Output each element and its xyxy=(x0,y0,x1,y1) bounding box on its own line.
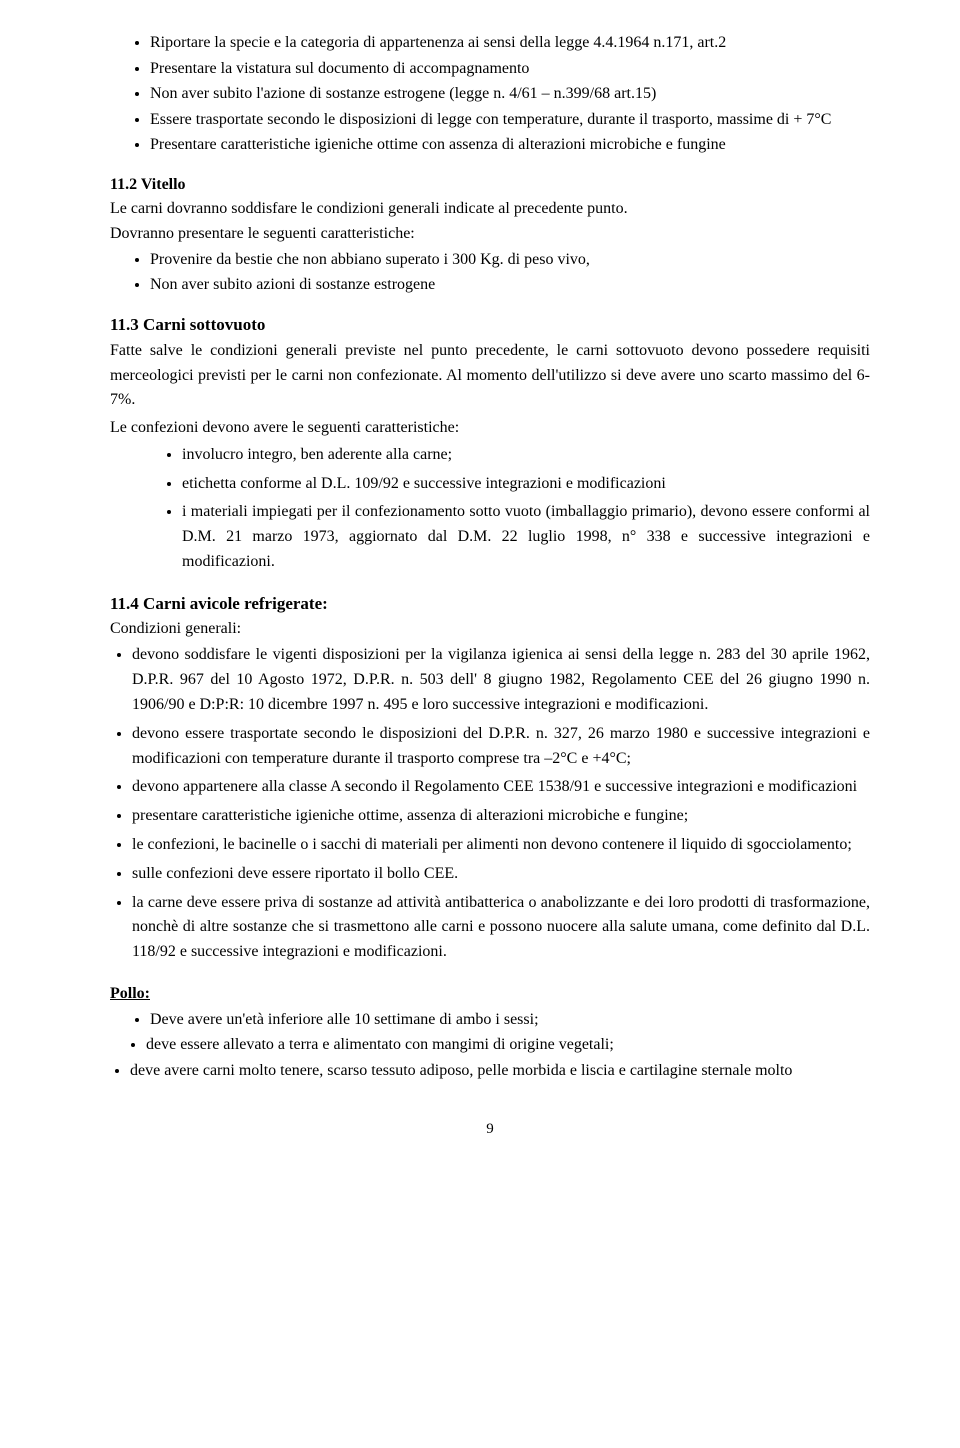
list-item: sulle confezioni deve essere riportato i… xyxy=(132,862,870,887)
list-item: devono appartenere alla classe A secondo… xyxy=(132,775,870,800)
list-item: la carne deve essere priva di sostanze a… xyxy=(132,891,870,965)
list-item: involucro integro, ben aderente alla car… xyxy=(182,443,870,468)
list-item: Non aver subito azioni di sostanze estro… xyxy=(150,274,870,296)
list-item: Presentare caratteristiche igieniche ott… xyxy=(150,134,870,156)
pollo-list: Deve avere un'età inferiore alle 10 sett… xyxy=(110,1009,870,1082)
top-bullet-list: Riportare la specie e la categoria di ap… xyxy=(110,32,870,156)
list-item: Riportare la specie e la categoria di ap… xyxy=(150,32,870,54)
list-item: i materiali impiegati per il confezionam… xyxy=(182,500,870,574)
list-item: deve avere carni molto tenere, scarso te… xyxy=(130,1060,870,1082)
list-item: Provenire da bestie che non abbiano supe… xyxy=(150,249,870,271)
body-text: Fatte salve le condizioni generali previ… xyxy=(110,339,870,413)
body-text: Le confezioni devono avere le seguenti c… xyxy=(110,417,870,439)
section-114-list: devono soddisfare le vigenti disposizion… xyxy=(110,643,870,965)
list-item: Presentare la vistatura sul documento di… xyxy=(150,58,870,80)
page-number: 9 xyxy=(110,1119,870,1139)
body-text: Condizioni generali: xyxy=(110,618,870,640)
section-112-list: Provenire da bestie che non abbiano supe… xyxy=(110,249,870,296)
section-114-title: 11.4 Carni avicole refrigerate: xyxy=(110,593,870,616)
list-item: presentare caratteristiche igieniche ott… xyxy=(132,804,870,829)
section-112-title: 11.2 Vitello xyxy=(110,174,870,196)
list-item: devono essere trasportate secondo le dis… xyxy=(132,722,870,772)
section-113-title: 11.3 Carni sottovuoto xyxy=(110,314,870,337)
list-item: etichetta conforme al D.L. 109/92 e succ… xyxy=(182,472,870,497)
body-text: Dovranno presentare le seguenti caratter… xyxy=(110,223,870,245)
pollo-title: Pollo: xyxy=(110,983,870,1005)
list-item: Essere trasportate secondo le disposizio… xyxy=(150,109,870,131)
body-text: Le carni dovranno soddisfare le condizio… xyxy=(110,198,870,220)
list-item: le confezioni, le bacinelle o i sacchi d… xyxy=(132,833,870,858)
list-item: Deve avere un'età inferiore alle 10 sett… xyxy=(150,1009,870,1031)
section-113-list: involucro integro, ben aderente alla car… xyxy=(110,443,870,575)
list-item: Non aver subito l'azione di sostanze est… xyxy=(150,83,870,105)
list-item: deve essere allevato a terra e alimentat… xyxy=(146,1034,870,1056)
list-item: devono soddisfare le vigenti disposizion… xyxy=(132,643,870,717)
